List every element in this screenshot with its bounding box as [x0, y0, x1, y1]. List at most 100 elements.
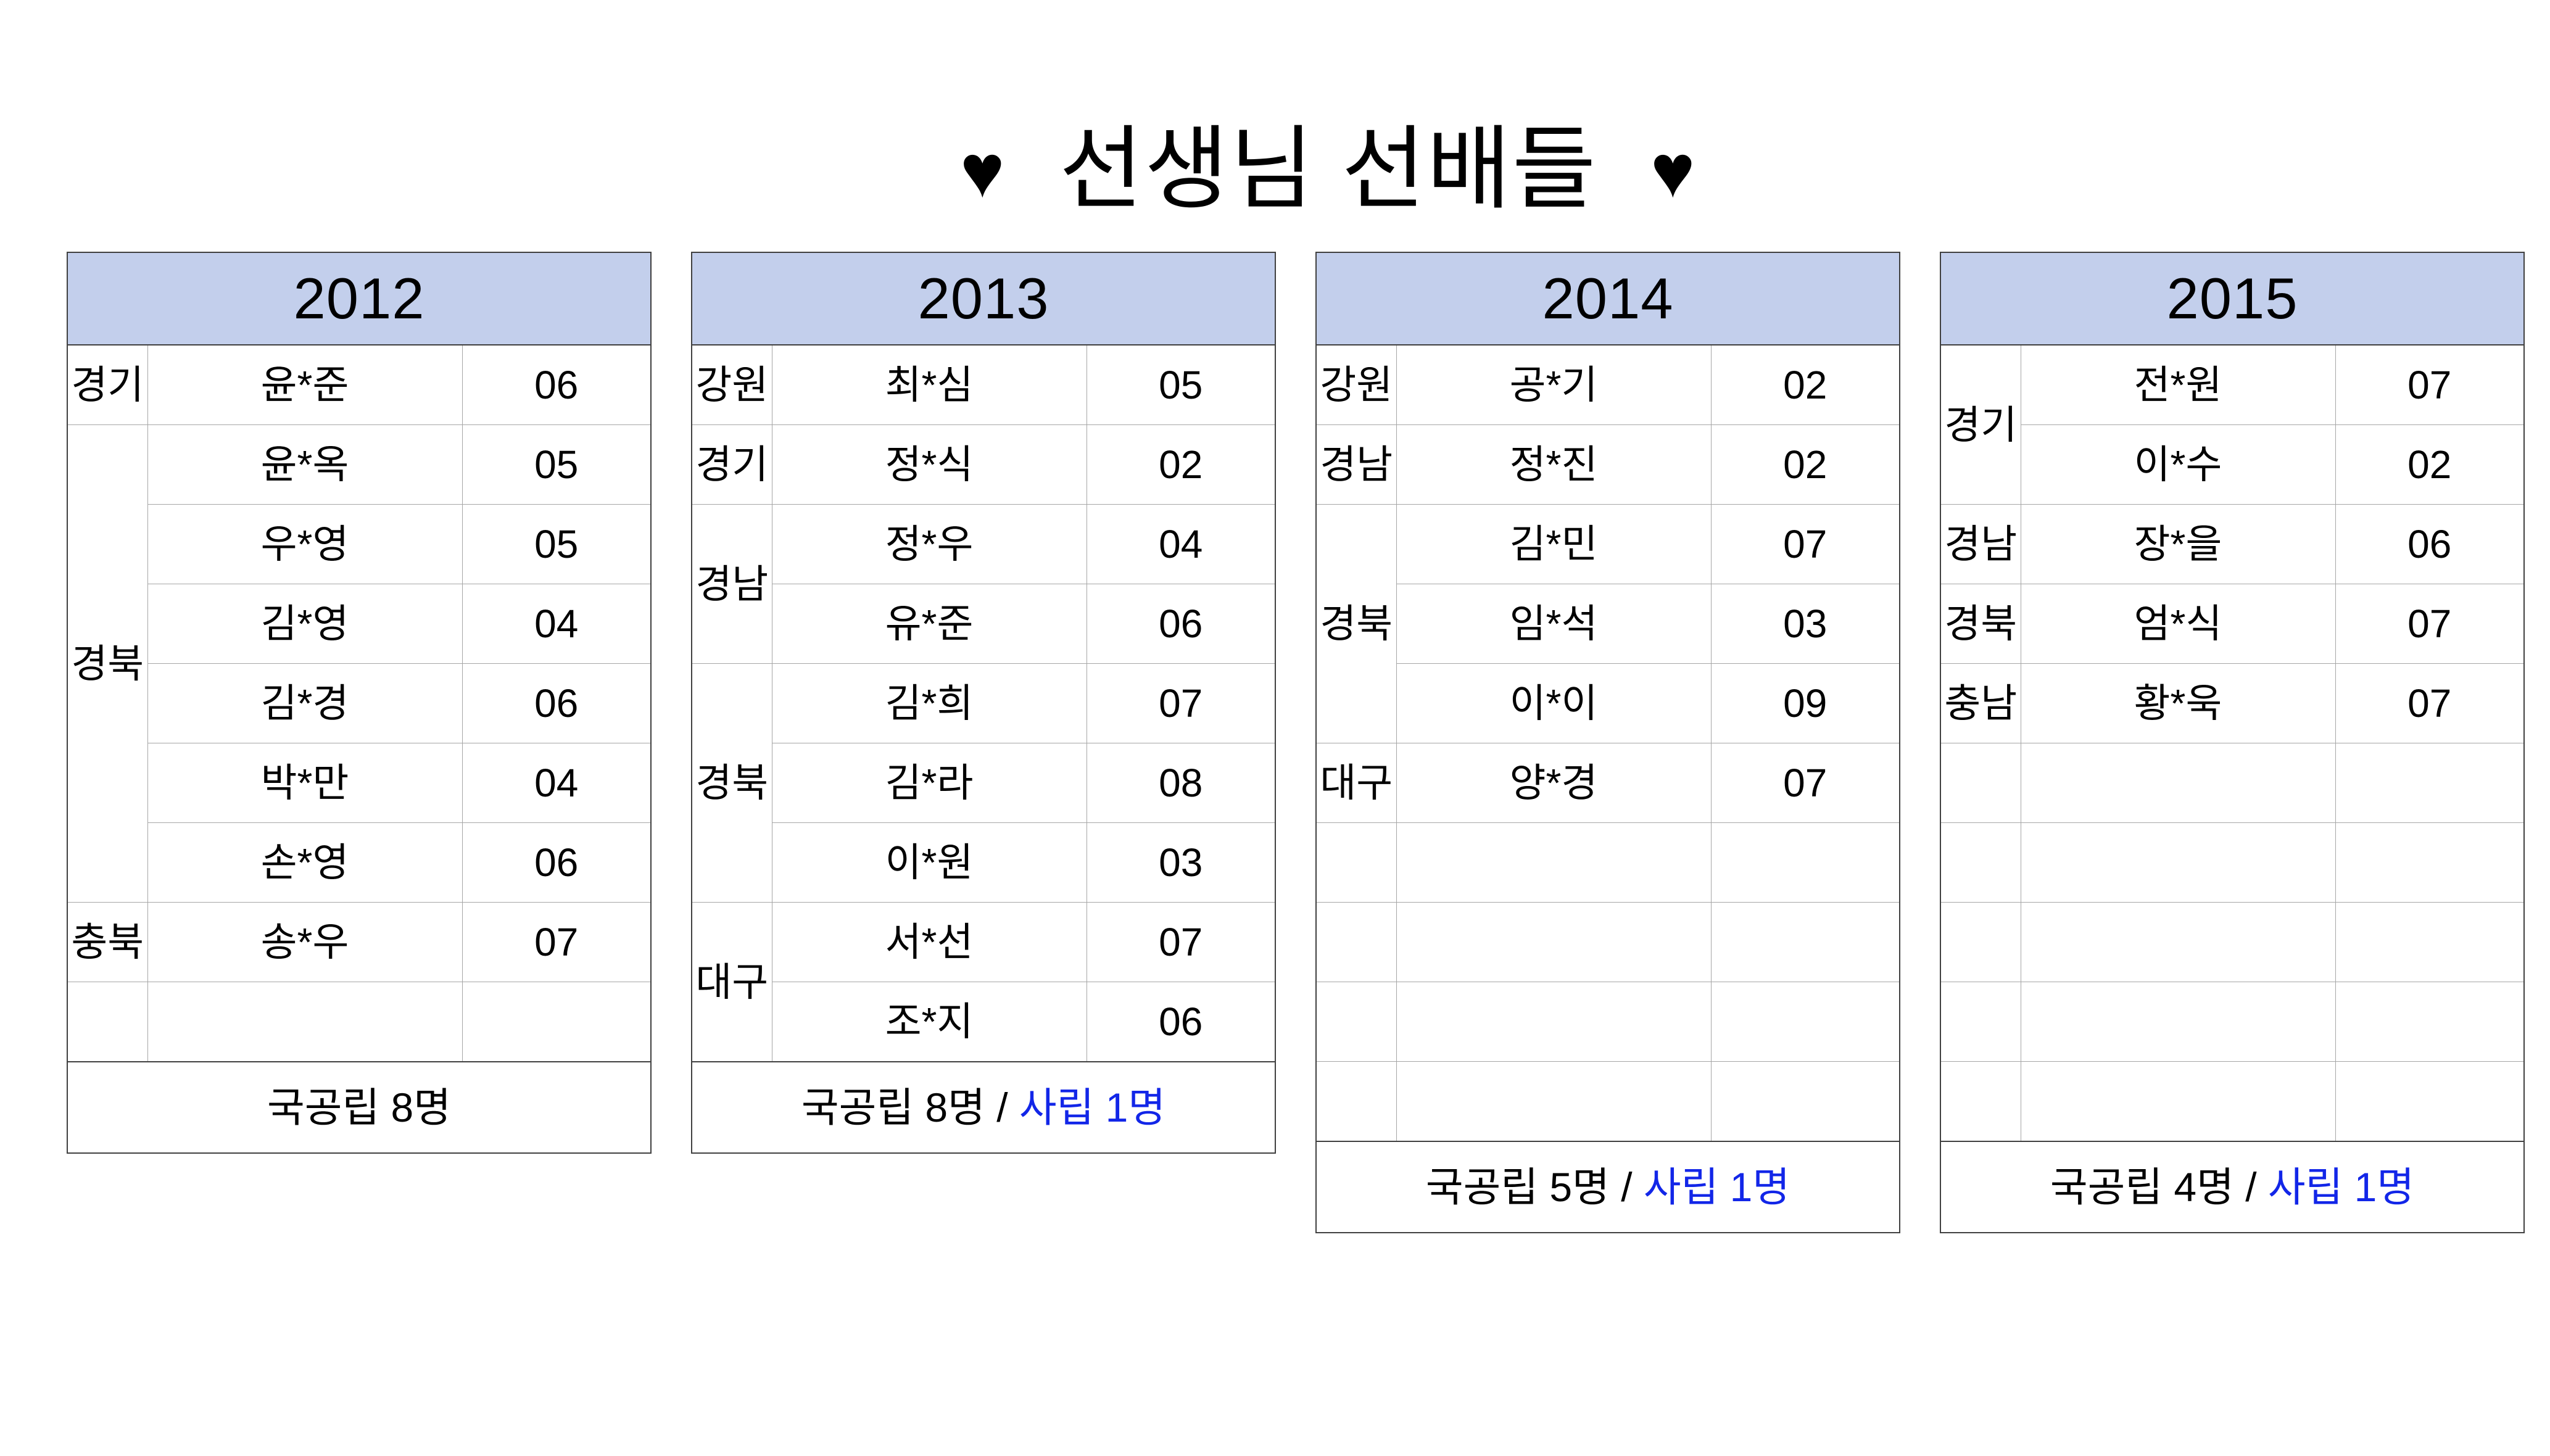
name-cell: 김*영 [147, 584, 463, 664]
table-row: 경기 정*식 02 [691, 424, 1276, 505]
name-cell [2020, 743, 2336, 823]
table-row: 강원 최*심 05 [691, 344, 1276, 425]
table-row: 충남 황*욱 07 [1940, 663, 2525, 743]
name-cell: 최*심 [771, 344, 1087, 425]
table-row: 조*지 06 [692, 982, 1276, 1062]
table-row [1315, 1061, 1900, 1142]
summary-row: 국공립 8명 / 사립 1명 [691, 1061, 1276, 1154]
table-row: 경기 윤*준 06 [67, 344, 652, 425]
table-row: 유*준 06 [692, 584, 1276, 664]
region-cell [1940, 822, 2021, 903]
region-cell: 대구 [1315, 743, 1397, 823]
table-row: 이*수 02 [1940, 424, 2525, 505]
summary-separator: / [985, 1085, 1019, 1130]
table-row: 경남 정*진 02 [1315, 424, 1900, 505]
table-row [1940, 1061, 2525, 1142]
number-cell: 09 [1710, 663, 1900, 743]
year-tables-strip: 2012 경기 윤*준 06 경북 윤*옥 05 우*영 05 김*영 04 김*경 06 박*만 04 손*… [67, 252, 2542, 1400]
number-cell: 07 [2335, 344, 2525, 425]
region-cell: 경북 [67, 424, 148, 903]
region-cell [1940, 982, 2021, 1062]
year-block-2013: 2013 강원 최*심 05 경기 정*식 02 경남 정*우 04 유*준 06 경북 김*희 07 김*라… [691, 252, 1277, 1400]
region-cell [67, 982, 148, 1062]
number-cell: 06 [2335, 504, 2525, 584]
table-row [1315, 982, 1900, 1062]
table-row [67, 982, 652, 1062]
year-header-row: 2014 [1315, 252, 1900, 345]
summary-cell: 국공립 4명 / 사립 1명 [1940, 1141, 2525, 1233]
region-cell [1315, 902, 1397, 982]
year-header-row: 2013 [691, 252, 1276, 345]
name-cell: 유*준 [771, 584, 1087, 664]
number-cell: 08 [1086, 743, 1276, 823]
name-cell: 김*희 [771, 663, 1087, 743]
name-cell: 엄*식 [2020, 584, 2336, 664]
name-cell: 정*식 [771, 424, 1087, 505]
year-table-2015: 2015 경기 전*원 07 이*수 02 경남 장*을 06 경북 엄*식 07 충남 황*욱 07 국공립… [1940, 252, 2525, 1233]
number-cell: 05 [462, 504, 652, 584]
public-count-label: 국공립 8명 [801, 1085, 985, 1130]
year-table-2013: 2013 강원 최*심 05 경기 정*식 02 경남 정*우 04 유*준 06 경북 김*희 07 김*라… [691, 252, 1277, 1154]
region-cell: 경기 [1940, 344, 2021, 505]
year-block-2014: 2014 강원 공*기 02 경남 정*진 02 경북 김*민 07 임*석 03 이*이 09 대구 양*경… [1315, 252, 1901, 1400]
public-count-label: 국공립 8명 [267, 1085, 451, 1130]
number-cell: 04 [462, 743, 652, 823]
table-row [1940, 902, 2525, 982]
number-cell: 06 [462, 822, 652, 903]
year-table-2012: 2012 경기 윤*준 06 경북 윤*옥 05 우*영 05 김*영 04 김*경 06 박*만 04 손*… [67, 252, 652, 1154]
table-row: 임*석 03 [1316, 584, 1900, 664]
number-cell [462, 982, 652, 1062]
number-cell: 07 [2335, 663, 2525, 743]
table-row: 박*만 04 [67, 743, 652, 823]
table-row: 경기 전*원 07 [1940, 344, 2525, 505]
year-header-label: 2012 [67, 252, 652, 345]
table-row: 경남 장*을 06 [1940, 504, 2525, 584]
region-cell: 경남 [1315, 424, 1397, 505]
name-cell: 정*진 [1396, 424, 1712, 505]
year-table-2014: 2014 강원 공*기 02 경남 정*진 02 경북 김*민 07 임*석 03 이*이 09 대구 양*경… [1315, 252, 1901, 1233]
name-cell [147, 982, 463, 1062]
name-cell [1396, 822, 1712, 903]
name-cell [2020, 902, 2336, 982]
private-count-label: 사립 1명 [1643, 1164, 1790, 1210]
year-header-label: 2014 [1315, 252, 1900, 345]
name-cell: 양*경 [1396, 743, 1712, 823]
number-cell [2335, 982, 2525, 1062]
name-cell [1396, 1061, 1712, 1142]
table-row: 경북 김*민 07 [1315, 504, 1900, 743]
number-cell [2335, 902, 2525, 982]
name-cell: 박*만 [147, 743, 463, 823]
summary-row: 국공립 5명 / 사립 1명 [1315, 1141, 1900, 1233]
number-cell: 03 [1710, 584, 1900, 664]
region-cell: 강원 [1315, 344, 1397, 425]
name-cell [1396, 982, 1712, 1062]
region-cell [1940, 743, 2021, 823]
table-row [1940, 822, 2525, 903]
number-cell: 05 [1086, 344, 1276, 425]
region-cell: 경남 [691, 504, 772, 664]
year-header-label: 2013 [691, 252, 1276, 345]
year-block-2012: 2012 경기 윤*준 06 경북 윤*옥 05 우*영 05 김*영 04 김*경 06 박*만 04 손*… [67, 252, 652, 1400]
name-cell: 이*이 [1396, 663, 1712, 743]
region-cell: 경남 [1940, 504, 2021, 584]
number-cell: 07 [1086, 663, 1276, 743]
summary-cell: 국공립 8명 [67, 1061, 652, 1154]
name-cell: 윤*준 [147, 344, 463, 425]
name-cell: 김*라 [771, 743, 1087, 823]
name-cell [2020, 982, 2336, 1062]
summary-cell: 국공립 5명 / 사립 1명 [1315, 1141, 1900, 1233]
number-cell: 04 [462, 584, 652, 664]
table-row: 경북 윤*옥 05 [67, 424, 652, 903]
summary-row: 국공립 4명 / 사립 1명 [1940, 1141, 2525, 1233]
year-header-row: 2015 [1940, 252, 2525, 345]
number-cell: 06 [1086, 982, 1276, 1062]
number-cell [1710, 822, 1900, 903]
table-row: 손*영 06 [67, 822, 652, 903]
region-cell [1315, 982, 1397, 1062]
private-count-label: 사립 1명 [2267, 1164, 2415, 1210]
number-cell: 06 [1086, 584, 1276, 664]
number-cell: 07 [1710, 743, 1900, 823]
name-cell: 서*선 [771, 902, 1087, 982]
table-row [1315, 822, 1900, 903]
